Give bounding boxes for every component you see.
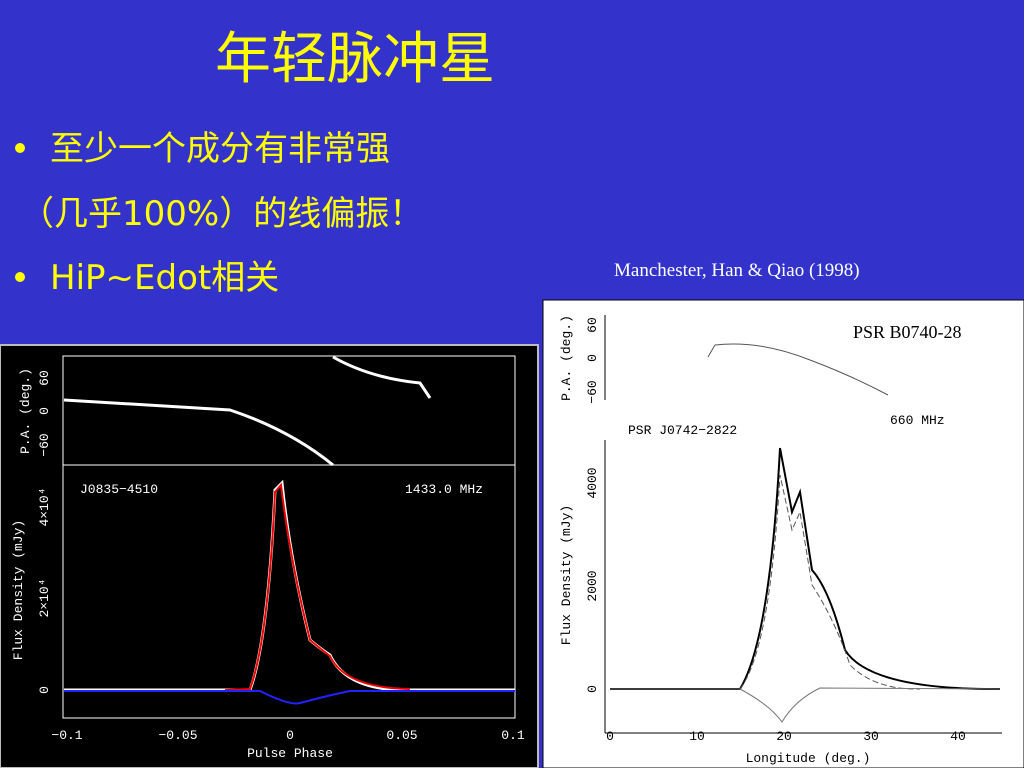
x-tick: 30: [863, 729, 879, 744]
flux-label: Flux Density (mJy): [559, 505, 574, 645]
x-tick: 0: [286, 728, 294, 743]
flux-curve: [610, 447, 1001, 691]
x-tick: 0.1: [501, 728, 525, 743]
x-tick: 0: [606, 729, 614, 744]
x-label: Longitude (deg.): [746, 751, 871, 766]
pa-curve: [63, 355, 432, 467]
linear-curve: [739, 474, 921, 690]
figure-left: P.A. (deg.) 60 0 −60 Flux Density (mJy) …: [0, 344, 539, 768]
pa-tick: −60: [37, 433, 52, 456]
flux-label: Flux Density (mJy): [11, 520, 26, 660]
pulsar-name: J0835−4510: [80, 482, 158, 497]
circular-curve: [610, 687, 1001, 723]
flux-tick: 2000: [585, 570, 600, 601]
figure-frame: [0, 344, 539, 768]
pa-label: P.A. (deg.): [18, 368, 33, 454]
pa-label: P.A. (deg.): [559, 315, 574, 401]
bullet-continuation: （几乎100%）的线偏振！: [20, 194, 423, 234]
pa-tick: 60: [37, 370, 52, 386]
flux-panel: [62, 464, 516, 719]
overlay-label: PSR B0740-28: [853, 322, 962, 342]
x-label: Pulse Phase: [247, 746, 333, 761]
flux-tick: 2×10⁴: [37, 578, 52, 617]
title: 年轻脉冲星: [215, 27, 495, 92]
pa-tick: 0: [585, 354, 600, 362]
flux-tick: 4×10⁴: [37, 487, 52, 526]
figure-right: PSR B0740-28 P.A. (deg.) 60 0 −60 660 MH…: [542, 299, 1024, 768]
bullet-dot: [15, 272, 25, 282]
flux-model: [224, 482, 411, 691]
bullet: HiP~Edot相关: [50, 258, 279, 298]
x-tick: 0.05: [386, 728, 417, 743]
pa-tick: 60: [585, 317, 600, 333]
frequency: 1433.0 MHz: [405, 482, 483, 497]
pa-tick: 0: [37, 407, 52, 415]
x-tick: −0.05: [158, 728, 197, 743]
pulsar-name: PSR J0742−2822: [628, 423, 737, 438]
bullet: 至少一个成分有非常强: [50, 129, 390, 169]
x-tick: 20: [776, 729, 792, 744]
circular-curve: [64, 690, 515, 705]
x-tick: −0.1: [51, 728, 82, 743]
x-tick: 10: [689, 729, 705, 744]
citation: Manchester, Han & Qiao (1998): [614, 260, 860, 281]
x-tick: 40: [950, 729, 966, 744]
flux-tick: 0: [585, 685, 600, 693]
frequency: 660 MHz: [890, 413, 945, 428]
pa-curve: [707, 343, 889, 396]
figure-frame: [542, 299, 1024, 768]
pa-tick: −60: [585, 380, 600, 403]
bullet-dot: [15, 143, 25, 153]
flux-tick: 4000: [585, 467, 600, 498]
flux-tick: 0: [37, 686, 52, 694]
